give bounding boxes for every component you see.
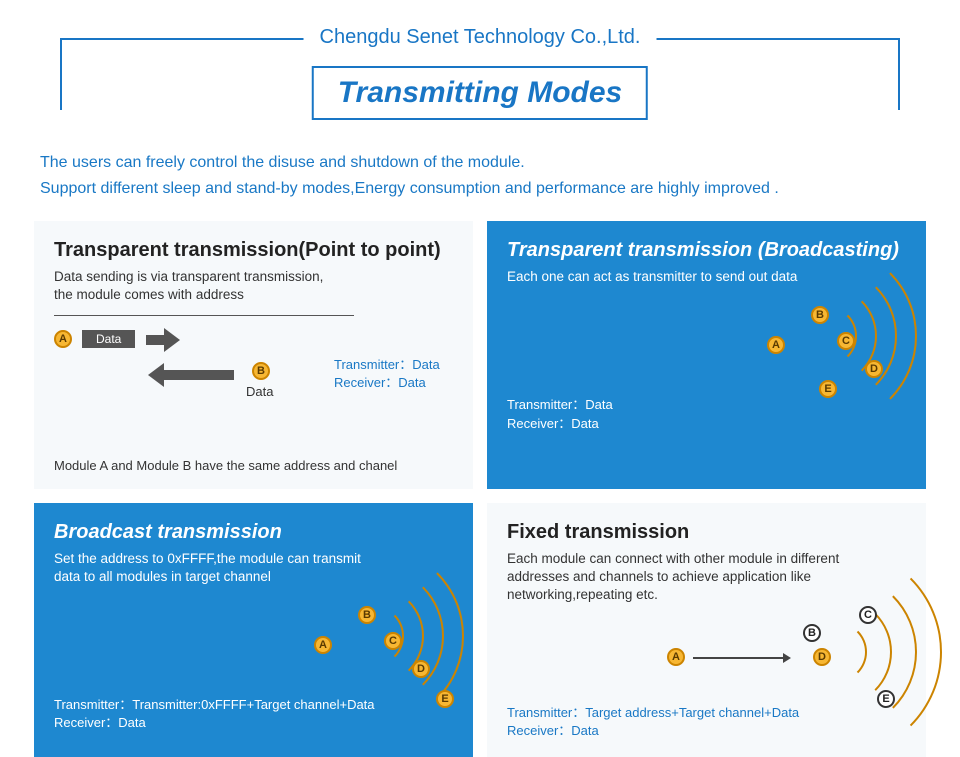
intro-line-2: Support different sleep and stand-by mod…	[40, 176, 920, 202]
node-b: B	[358, 606, 376, 624]
panel-broadcast-tx: Broadcast transmission Set the address t…	[34, 503, 473, 757]
panel-broadcasting: Transparent transmission (Broadcasting) …	[487, 221, 926, 488]
arrow-right-icon	[693, 657, 783, 659]
arrow-right-icon	[146, 335, 164, 345]
node-b-label: Data	[246, 384, 273, 399]
broadcast-tx-diagram: A B C D E	[54, 586, 453, 696]
page-title: Transmitting Modes	[312, 66, 648, 120]
p2p-tx: Transmitter：Data	[334, 356, 440, 374]
panel-p2p: Transparent transmission(Point to point)…	[34, 221, 473, 488]
panel-title: Broadcast transmission	[54, 521, 453, 544]
panel-title: Transparent transmission(Point to point)	[54, 239, 453, 262]
p2p-note: Module A and Module B have the same addr…	[54, 458, 453, 473]
panel-desc-1: Data sending is via transparent transmis…	[54, 268, 453, 286]
divider	[54, 315, 354, 316]
arrow-left-icon	[164, 370, 234, 380]
header: Chengdu Senet Technology Co.,Ltd. Transm…	[0, 10, 960, 120]
node-b: B	[252, 362, 270, 380]
broadcasting-diagram: A B C D E	[507, 286, 906, 396]
intro-line-1: The users can freely control the disuse …	[40, 150, 920, 176]
panel-desc-2: the module comes with address	[54, 286, 453, 304]
node-d: D	[412, 660, 430, 678]
intro-text: The users can freely control the disuse …	[0, 120, 960, 221]
panel-grid: Transparent transmission(Point to point)…	[0, 221, 960, 756]
node-c: C	[384, 632, 402, 650]
fixed-diagram: A B C D E	[507, 604, 906, 704]
node-a: A	[667, 648, 685, 666]
company-name: Chengdu Senet Technology Co.,Ltd.	[304, 26, 657, 49]
panel-title: Fixed transmission	[507, 521, 906, 544]
p2p-diagram: A Data B Data Transmitter：Data Receiver：…	[54, 328, 453, 448]
panel-fixed: Fixed transmission Each module can conne…	[487, 503, 926, 757]
node-a: A	[54, 330, 72, 348]
node-a: A	[314, 636, 332, 654]
node-e: E	[436, 690, 454, 708]
p2p-rx: Receiver：Data	[334, 374, 440, 392]
